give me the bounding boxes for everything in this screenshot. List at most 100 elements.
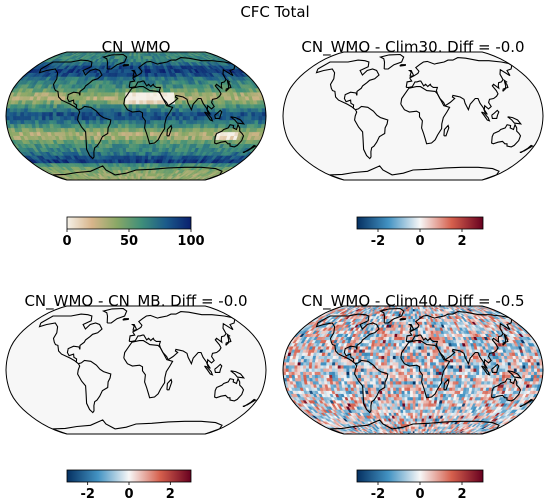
heatmap-cell: [103, 99, 108, 105]
heatmap-cell: [473, 365, 477, 369]
heatmap-cell: [171, 111, 176, 117]
heatmap-cell: [484, 374, 489, 379]
heatmap-cell: [399, 399, 403, 404]
heatmap-cell: [128, 131, 133, 136]
heatmap-cell: [200, 115, 205, 121]
heatmap-cell: [118, 139, 123, 144]
heatmap-cell: [288, 374, 293, 379]
heatmap-cell: [114, 99, 119, 105]
heatmap-cell: [360, 368, 365, 372]
heatmap-cell: [122, 151, 127, 156]
heatmap-cell: [417, 406, 421, 410]
heatmap-cell: [372, 384, 377, 388]
heatmap-cell: [100, 92, 106, 97]
heatmap-cell: [178, 103, 183, 109]
heatmap-cell: [139, 88, 144, 93]
heatmap-cell: [461, 380, 465, 385]
heatmap-cell: [410, 384, 414, 388]
heatmap-cell: [398, 371, 402, 375]
heatmap-cell: [92, 119, 97, 125]
heatmap-cell: [343, 374, 348, 379]
heatmap-cell: [343, 358, 348, 363]
heatmap-cell: [129, 159, 134, 164]
heatmap-cell: [142, 151, 146, 156]
heatmap-cell: [70, 107, 76, 113]
heatmap-cell: [146, 111, 151, 117]
heatmap-cell: [153, 103, 158, 109]
heatmap-cell: [70, 115, 75, 121]
heatmap-cell: [418, 377, 422, 382]
heatmap-cell: [366, 380, 371, 385]
heatmap-cell: [415, 412, 419, 416]
heatmap-cell: [375, 377, 379, 382]
heatmap-cell: [250, 107, 256, 113]
heatmap-cell: [135, 53, 139, 57]
heatmap-cell: [450, 371, 454, 375]
heatmap-cell: [45, 119, 50, 125]
heatmap-cell: [314, 374, 319, 379]
heatmap-cell: [418, 399, 422, 404]
heatmap-cell: [314, 365, 319, 369]
heatmap-cell: [343, 365, 347, 369]
heatmap-cell: [157, 127, 162, 133]
heatmap-cell: [501, 361, 506, 366]
heatmap-cell: [451, 387, 456, 391]
heatmap-cell: [516, 368, 520, 372]
heatmap-cell: [142, 147, 147, 152]
heatmap-cell: [117, 111, 122, 117]
heatmap-cell: [294, 371, 298, 375]
heatmap-cell: [13, 107, 18, 113]
heatmap-cell: [404, 377, 408, 382]
heatmap-cell: [41, 111, 47, 117]
heatmap-cell: [317, 368, 321, 372]
heatmap-cell: [401, 368, 405, 372]
heatmap-cell: [407, 374, 411, 379]
heatmap-cell: [49, 119, 54, 125]
heatmap-cell: [288, 361, 293, 366]
heatmap-cell: [203, 123, 209, 129]
heatmap-cell: [257, 107, 263, 113]
heatmap-cell: [447, 371, 451, 375]
heatmap-cell: [415, 358, 420, 363]
heatmap-cell: [193, 119, 198, 125]
heatmap-cell: [63, 119, 68, 125]
heatmap-cell: [410, 426, 414, 430]
heatmap-cell: [135, 147, 140, 152]
heatmap-cell: [149, 99, 155, 105]
heatmap-cell: [114, 92, 119, 97]
coastline: [214, 109, 223, 119]
heatmap-cell: [412, 371, 417, 375]
heatmap-cell: [424, 384, 428, 388]
heatmap-cell: [381, 380, 385, 385]
heatmap-cell: [135, 143, 140, 148]
heatmap-cell: [507, 365, 512, 369]
coastline: [315, 59, 380, 111]
heatmap-cell: [132, 123, 137, 129]
heatmap-cell: [395, 368, 399, 372]
heatmap-cell: [67, 119, 72, 125]
heatmap-cell: [367, 387, 372, 391]
heatmap-cell: [409, 371, 414, 375]
heatmap-cell: [233, 111, 238, 117]
heatmap-cell: [510, 361, 515, 366]
heatmap-cell: [435, 361, 440, 366]
heatmap-cell: [142, 88, 147, 93]
heatmap-cell: [505, 365, 509, 369]
heatmap-cell: [193, 107, 198, 113]
heatmap-cell: [175, 123, 180, 129]
heatmap-cell: [363, 365, 368, 369]
heatmap-cell: [135, 162, 140, 167]
heatmap-cell: [150, 115, 155, 121]
heatmap-cell: [398, 393, 403, 398]
heatmap-cell: [285, 368, 289, 372]
heatmap-cell: [291, 365, 296, 369]
heatmap-cell: [363, 377, 368, 382]
heatmap-cell: [107, 135, 112, 140]
heatmap-cell: [533, 374, 538, 379]
heatmap-cell: [417, 409, 421, 413]
coastline: [491, 109, 500, 119]
heatmap-cell: [407, 380, 411, 385]
heatmap-cell: [399, 403, 403, 407]
